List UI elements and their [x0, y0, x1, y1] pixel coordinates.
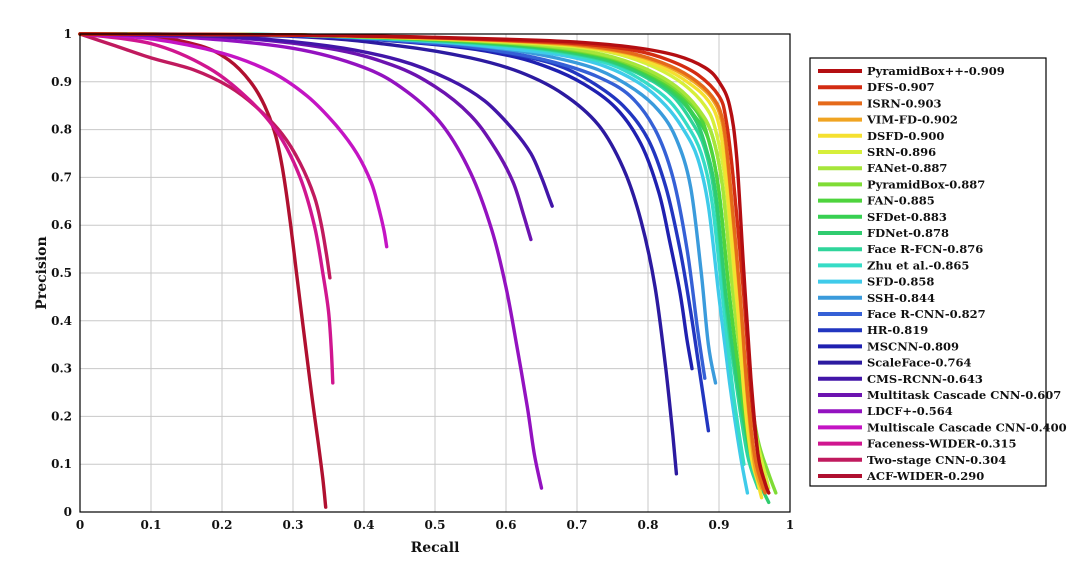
y-tick-label: 0.4 — [51, 314, 72, 328]
series-line-19 — [78, 32, 679, 476]
legend-entry: PyramidBox-0.887 — [867, 177, 985, 191]
legend-entry: Multiscale Cascade CNN-0.400 — [867, 420, 1067, 434]
legend-entry: ISRN-0.903 — [867, 96, 942, 110]
legend-entry: SSH-0.844 — [867, 291, 935, 305]
legend-entry: Zhu et al.-0.865 — [867, 258, 969, 272]
legend-entry: LDCF+-0.564 — [867, 404, 953, 418]
x-axis-ticks: 0 0.1 0.2 0.3 0.4 0.5 0.6 0.7 0.8 0.9 1 — [76, 518, 794, 532]
legend-entry: SFD-0.858 — [867, 275, 934, 289]
x-tick-label: 0.9 — [709, 518, 730, 532]
y-axis-ticks: 0 0.1 0.2 0.3 0.4 0.5 0.6 0.7 0.8 0.9 1 — [51, 27, 72, 519]
x-tick-label: 0.8 — [638, 518, 659, 532]
series-line-16 — [78, 32, 707, 380]
legend-entry: Face R-FCN-0.876 — [867, 242, 983, 256]
legend-entry: ScaleFace-0.764 — [867, 356, 972, 370]
legend-entry: FANet-0.887 — [867, 161, 947, 175]
legend-entry: MSCNN-0.809 — [867, 339, 959, 353]
x-tick-label: 1 — [786, 518, 794, 532]
y-tick-label: 0 — [64, 505, 72, 519]
x-tick-label: 0.5 — [425, 518, 446, 532]
legend-box — [809, 57, 1047, 487]
y-tick-label: 1 — [64, 27, 72, 41]
x-tick-label: 0.2 — [212, 518, 233, 532]
legend-entry: HR-0.819 — [867, 323, 928, 337]
x-tick-label: 0.6 — [496, 518, 517, 532]
series-line-20 — [78, 32, 554, 208]
y-tick-label: 0.2 — [51, 409, 72, 423]
legend-entry: SRN-0.896 — [867, 145, 936, 159]
series-line-1 — [78, 32, 771, 495]
y-tick-label: 0.6 — [51, 218, 72, 232]
legend-entry: DFS-0.907 — [867, 80, 935, 94]
series-line-14 — [78, 32, 750, 495]
legend: PyramidBox++-0.909 DFS-0.907 ISRN-0.903 VIM… — [809, 57, 1067, 487]
legend-entry: ACF-WIDER-0.290 — [866, 469, 984, 483]
y-tick-label: 0.1 — [51, 457, 72, 471]
y-tick-label: 0.8 — [51, 123, 72, 137]
x-tick-label: 0.4 — [354, 518, 375, 532]
pr-curves — [78, 32, 778, 509]
y-tick-label: 0.3 — [51, 362, 72, 376]
x-tick-label: 0.3 — [283, 518, 304, 532]
series-line-21 — [78, 32, 533, 242]
y-axis-label: Precision — [34, 236, 50, 309]
legend-entry: FDNet-0.878 — [867, 226, 949, 240]
grid-lines — [80, 34, 790, 512]
x-tick-label: 0 — [76, 518, 84, 532]
series-line-24 — [78, 32, 335, 385]
legend-entry: Multitask Cascade CNN-0.607 — [867, 388, 1061, 402]
legend-entry: DSFD-0.900 — [867, 129, 944, 143]
plot-frame — [79, 33, 791, 513]
series-line-22 — [78, 32, 544, 490]
series-line-17 — [78, 32, 711, 433]
series-line-26 — [78, 32, 328, 509]
y-tick-label: 0.7 — [51, 170, 72, 184]
legend-entry: Faceness-WIDER-0.315 — [867, 437, 1016, 451]
legend-entry: Two-stage CNN-0.304 — [867, 453, 1006, 467]
series-line-18 — [78, 32, 694, 371]
y-tick-label: 0.9 — [51, 75, 72, 89]
x-tick-label: 0.7 — [567, 518, 588, 532]
legend-entry: Face R-CNN-0.827 — [867, 307, 986, 321]
x-axis-label: Recall — [411, 540, 460, 556]
legend-entry: SFDet-0.883 — [867, 210, 947, 224]
series-line-6 — [78, 32, 771, 490]
y-tick-label: 0.5 — [51, 266, 72, 280]
series-line-23 — [78, 32, 389, 249]
legend-entry: CMS-RCNN-0.643 — [867, 372, 983, 386]
legend-entry: FAN-0.885 — [867, 194, 935, 208]
legend-entry: PyramidBox++-0.909 — [867, 64, 1005, 78]
x-tick-label: 0.1 — [141, 518, 162, 532]
legend-entry: VIM-FD-0.902 — [866, 113, 958, 127]
